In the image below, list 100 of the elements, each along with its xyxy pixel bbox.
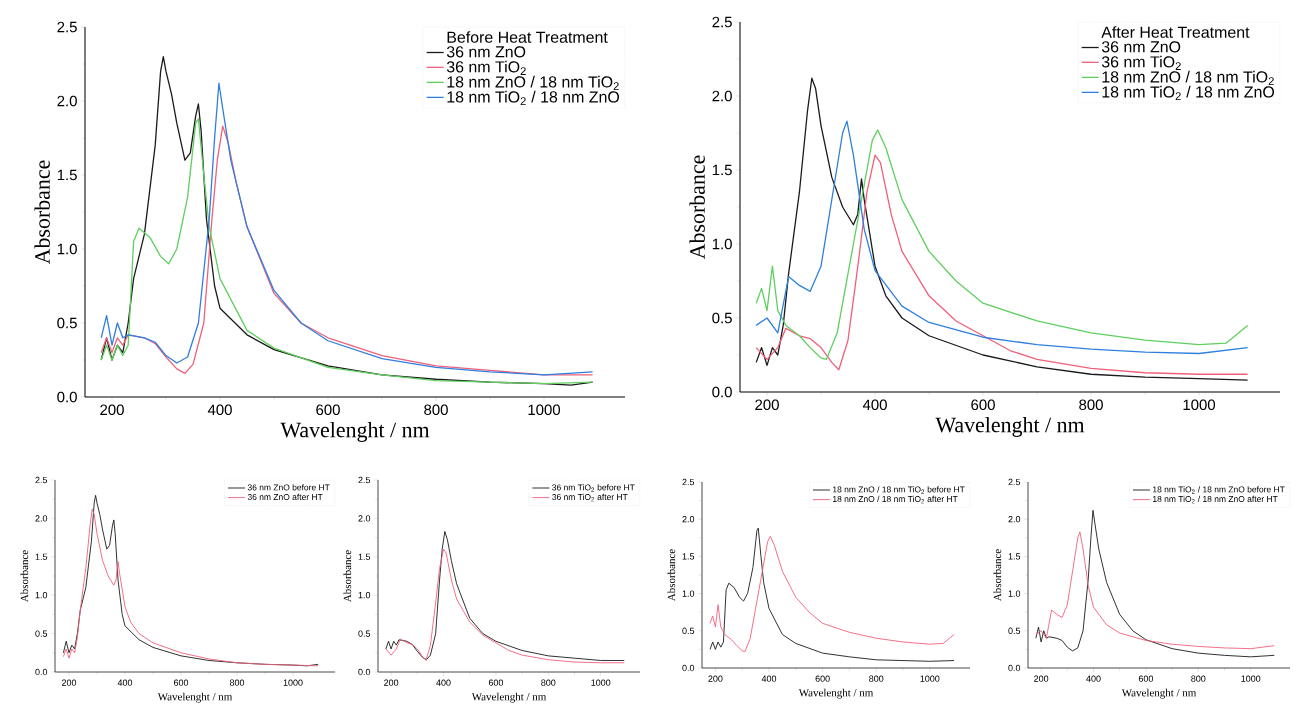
y-tick-label: 1.5	[358, 553, 371, 560]
y-tick-label: 1.0	[1008, 590, 1021, 597]
y-tick-label: 0.5	[712, 312, 732, 324]
y-tick-label: 2.0	[712, 90, 732, 102]
x-tick-label: 400	[1086, 675, 1101, 682]
y-tick-label: 0.5	[682, 627, 695, 634]
x-tick-label: 600	[316, 404, 340, 416]
x-tick-label: 800	[424, 404, 448, 416]
y-tick-label: 0.0	[1008, 664, 1021, 672]
y-tick-label: 1.5	[35, 553, 48, 560]
y-tick-label: 1.0	[712, 238, 732, 250]
x-tick-label: 400	[436, 679, 451, 686]
legend-label: 36 nm ZnO	[446, 46, 526, 58]
x-tick-label: 1000	[1241, 675, 1261, 682]
y-tick-label: 1.5	[57, 169, 77, 181]
legend-label: 18 nm ZnO / 18 nm TiO$_{2}$	[1102, 70, 1274, 85]
y-axis-title: Absorbance	[20, 550, 29, 603]
line-series	[755, 154, 1249, 375]
x-tick-label: 200	[100, 404, 124, 416]
x-axis-title: Wavelenght / nm	[471, 692, 547, 703]
y-tick-label: 2.5	[682, 478, 695, 486]
x-tick-label: 400	[207, 404, 232, 416]
y-tick-label: 0.5	[57, 317, 77, 329]
legend-label: 18 nm TiO$_{2}$ / 18 nm ZnO	[447, 90, 620, 105]
y-tick-label: 0.0	[57, 391, 77, 403]
legend-label: 18 nm TiO$_{2}$ / 18 nm ZnO	[1102, 85, 1275, 100]
legend-label: 36 nm ZnO	[1101, 41, 1181, 53]
x-axis-title: Wavelenght / nm	[935, 416, 1085, 437]
x-tick-label: 600	[971, 399, 995, 411]
x-tick-label: 200	[384, 679, 399, 686]
legend-label: 18 nm ZnO / 18 nm TiO$_{2}$ after HT	[833, 495, 958, 504]
x-tick-label: 1000	[528, 404, 561, 416]
y-tick-label: 0.0	[358, 668, 371, 676]
legend-label: 36 nm ZnO before HT	[247, 484, 330, 491]
y-tick-label: 1.0	[682, 590, 695, 597]
y-axis-title: Absorbance	[343, 550, 352, 603]
y-tick-label: 2.5	[57, 21, 77, 33]
y-axis-title: Absorbance	[689, 155, 705, 260]
y-tick-label: 1.5	[682, 553, 695, 560]
legend-label: 18 nm ZnO / 18 nm TiO$_{2}$ before HT	[833, 486, 965, 494]
y-axis-title: Absorbance	[993, 549, 1002, 602]
x-tick-label: 800	[1191, 675, 1206, 682]
x-tick-label: 600	[1138, 675, 1154, 682]
y-tick-label: 1.5	[712, 164, 732, 176]
line-series	[1035, 509, 1275, 658]
x-tick-label: 600	[488, 679, 504, 686]
y-tick-label: 2.5	[1008, 478, 1021, 486]
x-tick-label: 600	[173, 679, 189, 686]
y-tick-label: 0.0	[682, 664, 695, 672]
x-tick-label: 400	[761, 675, 777, 682]
y-tick-label: 2.0	[57, 95, 77, 107]
y-tick-label: 0.5	[358, 630, 371, 637]
x-tick-label: 800	[1079, 399, 1103, 411]
legend-label: 36 nm TiO$_{2}$	[1101, 55, 1181, 70]
x-tick-label: 200	[1034, 675, 1049, 682]
y-tick-label: 2.0	[358, 515, 371, 522]
y-tick-label: 1.5	[1008, 553, 1021, 560]
line-series	[385, 548, 625, 664]
legend-label: 36 nm TiO$_{2}$	[446, 60, 526, 75]
x-tick-label: 200	[708, 675, 723, 682]
y-axis-title: Absorbance	[34, 160, 50, 265]
x-tick-label: 800	[229, 679, 245, 686]
x-tick-label: 1000	[283, 679, 303, 686]
x-tick-label: 400	[862, 399, 887, 411]
y-tick-label: 1.0	[35, 592, 48, 599]
y-tick-label: 0.5	[35, 630, 48, 637]
y-tick-label: 2.0	[682, 516, 695, 523]
x-tick-label: 600	[815, 675, 830, 682]
legend-label: 18 nm TiO$_{2}$ / 18 nm ZnO after HT	[1153, 495, 1278, 504]
y-tick-label: 2.5	[712, 16, 732, 28]
x-tick-label: 1000	[591, 679, 611, 686]
x-tick-label: 1000	[920, 675, 940, 682]
y-tick-label: 0.0	[35, 668, 48, 676]
legend-label: 36 nm TiO$_{2}$ before HT	[552, 484, 635, 492]
y-tick-label: 2.0	[35, 515, 48, 522]
line-series	[1035, 531, 1275, 650]
x-tick-label: 1000	[1183, 399, 1216, 411]
legend-title: Before Heat Treatment	[447, 31, 608, 43]
x-axis-title: Wavelenght / nm	[798, 688, 874, 699]
x-axis-title: Wavelenght / nm	[1121, 688, 1197, 699]
y-tick-label: 2.0	[1008, 516, 1021, 523]
legend-label: 36 nm TiO$_{2}$ after HT	[552, 493, 628, 502]
legend-title: After Heat Treatment	[1101, 26, 1250, 38]
y-tick-label: 2.5	[358, 476, 371, 484]
legend-label: 18 nm TiO$_{2}$ / 18 nm ZnO before HT	[1153, 486, 1285, 494]
x-tick-label: 800	[869, 675, 884, 682]
y-tick-label: 1.0	[57, 243, 77, 255]
y-tick-label: 2.5	[35, 476, 48, 484]
y-tick-label: 0.0	[712, 386, 732, 398]
x-tick-label: 200	[61, 679, 77, 686]
y-axis-title: Absorbance	[667, 549, 676, 602]
y-tick-label: 0.5	[1008, 627, 1021, 634]
legend-label: 18 nm ZnO / 18 nm TiO$_{2}$	[447, 75, 619, 90]
x-tick-label: 400	[117, 679, 133, 686]
y-tick-label: 1.0	[358, 592, 371, 599]
x-axis-title: Wavelenght / nm	[157, 692, 233, 703]
x-tick-label: 200	[755, 399, 779, 411]
x-tick-label: 800	[541, 679, 556, 686]
x-axis-title: Wavelenght / nm	[280, 421, 430, 442]
legend-label: 36 nm ZnO after HT	[247, 493, 323, 501]
